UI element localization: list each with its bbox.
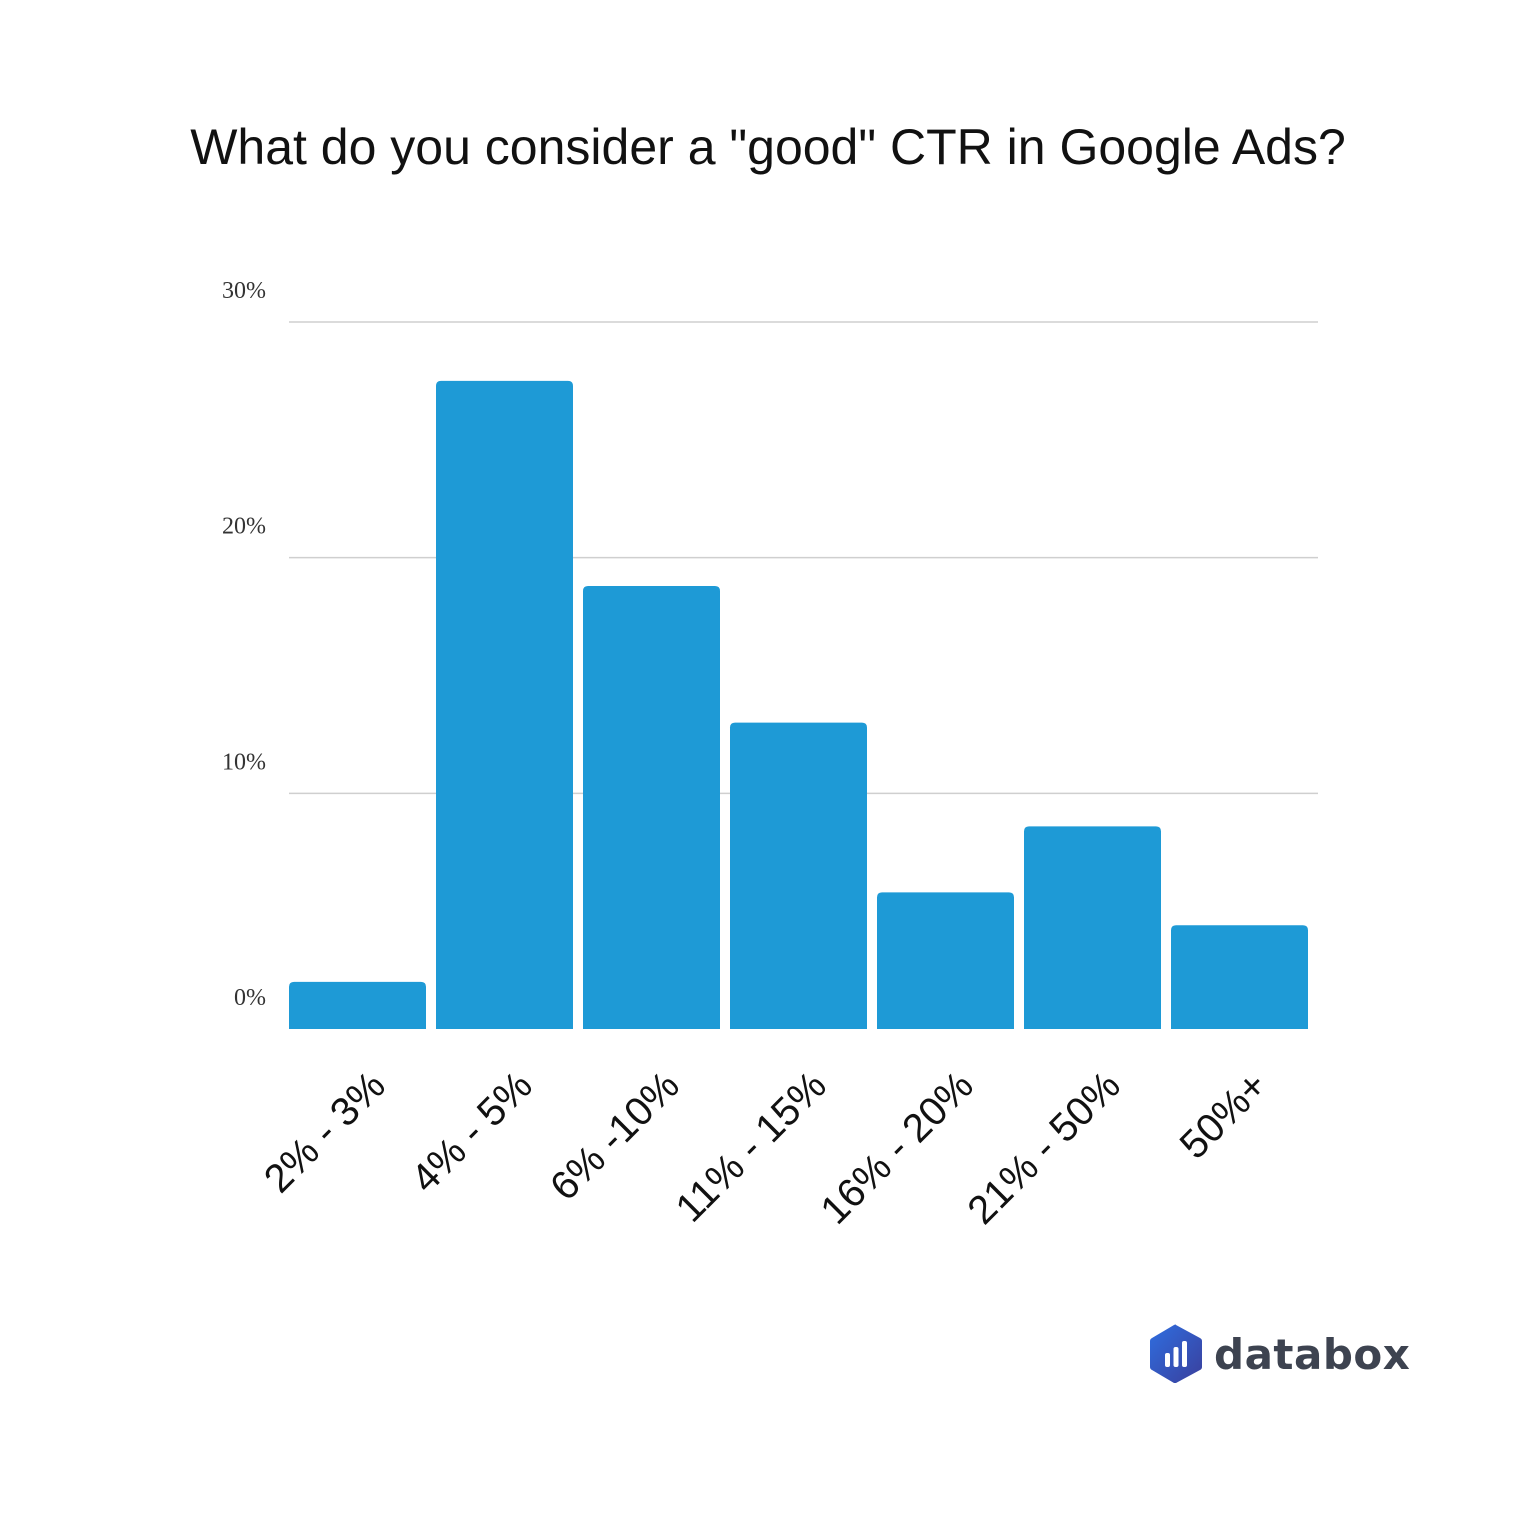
x-category-label: 21% - 50% (959, 1063, 1128, 1232)
x-category-label: 11% - 15% (667, 1063, 834, 1230)
brand-name: databox (1214, 1329, 1411, 1379)
bars (289, 380, 1308, 1030)
y-tick-label: 0% (234, 985, 266, 1011)
bar (1171, 925, 1308, 1029)
x-category-label: 6% -10% (542, 1063, 688, 1209)
databox-logo-icon (1150, 1324, 1202, 1383)
y-tick-label: 20% (222, 514, 266, 540)
bar (1024, 826, 1161, 1029)
x-category-label: 16% - 20% (812, 1063, 981, 1232)
bar (877, 892, 1014, 1029)
x-category-label: 2% - 3% (256, 1063, 394, 1201)
bar (289, 981, 426, 1029)
x-category-label: 4% - 5% (403, 1063, 541, 1201)
databox-brand: databox (1148, 1322, 1410, 1386)
y-axis-tick-labels: 0% 10% 20% 30% (222, 278, 266, 1011)
bar (730, 722, 867, 1029)
y-tick-label: 10% (222, 749, 266, 775)
bar (436, 380, 573, 1030)
chart-title: What do you consider a "good" CTR in Goo… (190, 119, 1346, 175)
x-axis-category-labels: 2% - 3% 4% - 5% 6% -10%11% - 15%16% - 20%2… (256, 1063, 1276, 1232)
bar (583, 585, 720, 1029)
x-category-label: 50%+ (1172, 1063, 1276, 1167)
y-tick-label: 30% (222, 278, 266, 304)
